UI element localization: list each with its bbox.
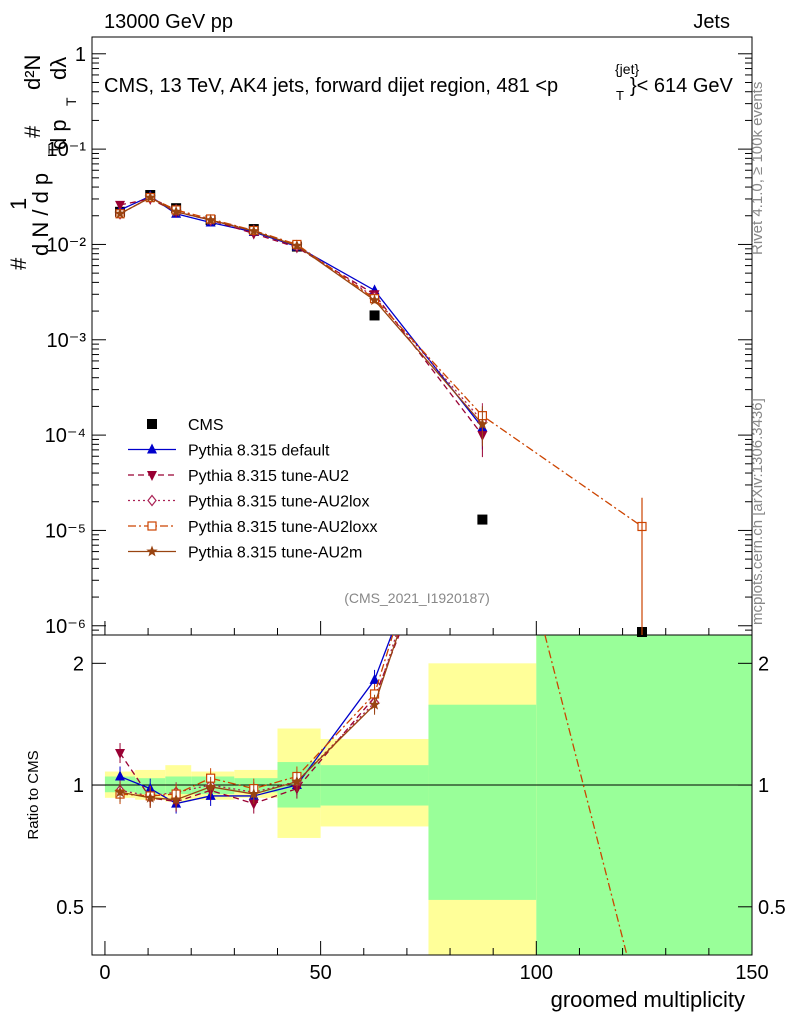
line-tune-au2lox (119, 196, 483, 422)
marker-star (291, 239, 303, 251)
ratio-marker (248, 788, 260, 799)
legend-label: Pythia 8.315 tune-AU2lox (188, 494, 369, 511)
marker-star (476, 418, 489, 430)
legend-label: Pythia 8.315 tune-AU2 (188, 468, 349, 485)
marker-star (144, 191, 156, 203)
ratio-marker (204, 780, 217, 792)
y-tick-label: 10⁻³ (47, 330, 87, 352)
ratio-marker (114, 786, 126, 798)
ratio-line-4 (119, 635, 399, 801)
y-tick-label: 10⁻⁵ (45, 520, 86, 542)
legend-label: CMS (188, 417, 224, 434)
ratio-y-tick-label-right: 2 (758, 653, 769, 675)
legend-marker (147, 494, 157, 507)
ylabel-hash2: # (20, 125, 45, 138)
x-axis-label: groomed multiplicity (551, 987, 745, 1012)
axis-ticks: 1 10⁻¹ 10⁻² 10⁻³ 10⁻⁴ 10⁻⁵ 10⁻⁶ 0 50 100 150 0.5 0.5… (45, 44, 786, 984)
ratio-marker (115, 749, 126, 760)
legend-marker (146, 545, 158, 557)
header-right: Jets (693, 11, 730, 33)
ylabel-one: 1 (6, 198, 31, 210)
line-tune-au2 (119, 198, 483, 436)
y-tick-label: 10⁻⁶ (45, 616, 86, 638)
legend-marker (147, 471, 157, 481)
legend-marker-cms (147, 419, 157, 429)
marker-star (204, 214, 217, 225)
ylabel-hash1: # (6, 257, 31, 270)
analysis-id: (CMS_2021_I1920187) (344, 590, 490, 606)
y-tick-label: 10⁻² (47, 234, 87, 256)
ratio-marker (248, 799, 259, 810)
marker-star (368, 294, 381, 306)
ratio-panel-frame (91, 634, 753, 956)
plot-title: CMS, 13 TeV, AK4 jets, forward dijet reg… (104, 61, 734, 103)
ylabel-dN: d N / d p (28, 173, 53, 256)
legend-label: Pythia 8.315 tune-AU2m (188, 545, 362, 562)
line-default (119, 195, 483, 428)
main-series (114, 190, 647, 637)
ylabel-d2N: d²N (20, 55, 45, 90)
y-tick-label: 1 (75, 44, 86, 66)
y-tick-label: 10⁻⁴ (45, 425, 86, 447)
line-tune-au2m (119, 196, 483, 425)
ratio-y-tick-label-right: 0.5 (758, 897, 786, 919)
marker-star (248, 225, 260, 236)
title-main: CMS, 13 TeV, AK4 jets, forward dijet reg… (104, 75, 558, 97)
ratio-marker (115, 770, 126, 781)
ratio-line-3 (119, 635, 394, 797)
ratio-clipped (114, 635, 628, 955)
mcplots-text: mcplots.cern.ch [arXiv:1306.3436] (749, 398, 766, 625)
band-inner-8 (536, 635, 752, 955)
title-sup: {jet} (615, 61, 639, 77)
marker-tri-down (115, 200, 126, 211)
ratio-y-tick-label: 0.5 (56, 897, 84, 919)
marker-star (114, 207, 126, 219)
legend-label: Pythia 8.315 tune-AU2loxx (188, 519, 377, 536)
x-tick-label: 50 (310, 962, 332, 984)
y-axis-label-top: # 1 d N / d p T # d p T d²N dλ (6, 55, 79, 270)
legend-marker (147, 521, 157, 531)
ratio-marker (368, 698, 381, 710)
au2loxx-ratio-tail (544, 635, 628, 955)
ylabel-dlambda: dλ (46, 57, 71, 80)
x-tick-label: 0 (99, 962, 110, 984)
legend-marker (147, 443, 157, 454)
legend-label: Pythia 8.315 default (188, 443, 330, 460)
ratio-marker (291, 775, 303, 787)
ratio-y-tick-label: 1 (73, 775, 84, 797)
marker-star (170, 205, 182, 217)
x-tick-label: 150 (735, 962, 768, 984)
y-tick-label: 10⁻¹ (47, 139, 87, 161)
ratio-marker (170, 793, 182, 805)
ratio-line-0 (119, 635, 393, 805)
ratio-marker (369, 673, 380, 684)
header-left: 13000 GeV pp (104, 11, 233, 33)
x-tick-label: 100 (520, 962, 553, 984)
ratio-y-tick-label-right: 1 (758, 775, 769, 797)
ratio-y-tick-label: 2 (73, 653, 84, 675)
ylabel-T1: T (45, 145, 61, 154)
ylabel-T2: T (63, 97, 79, 106)
legend: CMS Pythia 8.315 default Pythia 8.315 tune… (128, 417, 377, 562)
plot-frames (91, 36, 753, 956)
title-end: }< 614 GeV (630, 75, 734, 97)
cms-data-point (477, 514, 488, 525)
ylabel-dpT: d p (46, 119, 71, 150)
y-axis-label-ratio: Ratio to CMS (25, 750, 42, 839)
ratio-series (114, 635, 628, 955)
ratio-marker (144, 791, 156, 803)
rivet-version-text: Rivet 4.1.0, ≥ 100k events (749, 82, 766, 255)
cms-data-point (369, 310, 380, 321)
title-sub: T (616, 88, 624, 103)
ratio-uncertainty-bands (92, 635, 752, 955)
band-inner-7 (428, 704, 537, 900)
